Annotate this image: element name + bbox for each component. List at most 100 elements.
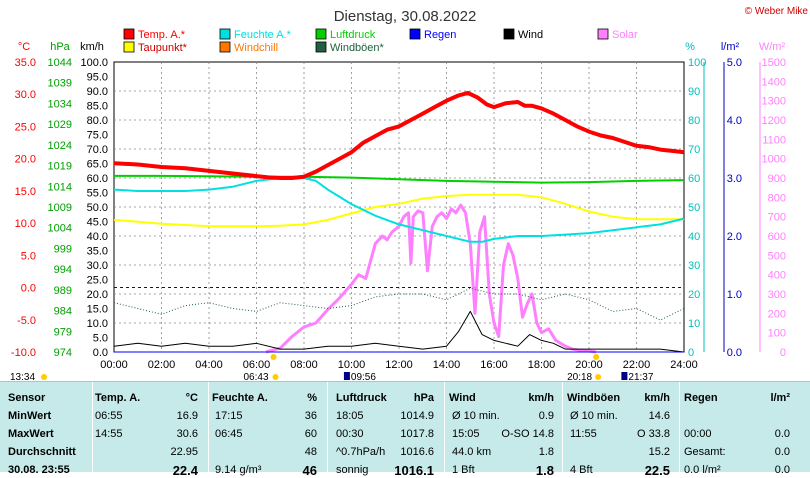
stats-value: 00:30 [336,428,364,440]
temp-tick-label: 30.0 [15,89,36,101]
moonrise-label: 09:56 [351,372,376,381]
stats-value: 14:55 [95,428,123,440]
solar-tick-label: 1300 [762,96,786,108]
chart-title: Dienstag, 30.08.2022 [334,8,477,25]
humidity-tick-label: 20 [688,289,700,301]
humidity-axis-unit: % [685,41,695,53]
solar-tick-label: 0 [780,347,786,359]
series-feuchte-a [113,177,685,243]
solar-tick-label: 1100 [762,134,786,146]
stats-value: 18:05 [336,410,364,422]
legend-label: Luftdruck [330,29,376,41]
stats-row-label: Durchschnitt [8,446,76,458]
legend-label: Taupunkt* [138,42,188,54]
humidity-tick-label: 0 [688,347,694,359]
pressure-tick-label: 1019 [48,161,72,173]
stats-value: 0.0 [774,446,790,458]
wind-tick-label: 75.0 [87,130,108,142]
sun-icon [272,374,279,380]
temp-tick-label: 20.0 [15,154,36,166]
stats-value: 17:15 [215,410,243,422]
series-temp-a [113,90,685,180]
stats-value: 48 [304,446,317,458]
humidity-tick-label: 80 [688,115,700,127]
legend-swatch [597,28,609,40]
stats-header-cell: l/m² [770,392,790,404]
legend-label: Solar [612,29,638,41]
legend-swatch [315,41,327,53]
wind-tick-label: 40.0 [87,231,108,243]
solar-axis-unit: W/m² [759,41,786,53]
wind-tick-label: 100.0 [80,57,108,69]
column-divider [327,382,328,472]
solar-tick-label: 200 [768,308,786,320]
stats-header-cell: km/h [644,392,670,404]
wind-tick-label: 30.0 [87,260,108,272]
solar-tick-label: 400 [768,270,786,282]
temp-axis-unit: °C [18,41,30,53]
sunrise-icon [270,354,277,360]
stats-header-cell: % [307,392,317,404]
rain-tick-label: 4.0 [727,115,742,127]
solar-tick-label: 700 [768,212,786,224]
wind-tick-label: 25.0 [87,275,108,287]
legend-swatch [123,41,135,53]
current-time-label: 13:34 [10,372,35,381]
stats-value: 36 [304,410,317,422]
wind-tick-label: 85.0 [87,101,108,113]
stats-row: Sensor Temp. A. °C Feuchte A.% Luftdruck hPa W… [0,391,810,406]
rain-axis-unit: l/m² [721,41,740,53]
humidity-tick-label: 50 [688,202,700,214]
pressure-tick-label: 1044 [48,57,72,69]
rain-tick-label: 5.0 [727,57,742,69]
legend-label: Regen [424,29,456,41]
legend-label: Temp. A.* [138,29,186,41]
stats-value: 30.6 [176,428,198,440]
humidity-tick-label: 40 [688,231,700,243]
x-tick-label: 12:00 [385,359,413,371]
stats-value: 06:45 [215,428,243,440]
stats-header-cell: Wind [449,392,476,404]
column-divider [208,382,209,472]
stats-row: MaxWert 14:55 30.6 06:45 60 00:30 1017.8 15:05 O… [0,427,810,442]
pressure-tick-label: 1024 [48,140,72,152]
solar-tick-label: 900 [768,173,786,185]
pressure-axis-unit: hPa [50,41,70,53]
stats-header-cell: °C [185,392,198,404]
stats-row-label: MaxWert [8,428,54,440]
legend-swatch [409,28,421,40]
legend-label: Windchill [234,42,278,54]
series-wind [113,310,685,353]
sun-icon [41,374,47,380]
humidity-tick-label: 30 [688,260,700,272]
stats-value: 22.95 [170,446,198,458]
copyright-text: © Weber Mike [745,6,809,17]
stats-value: 0.9 [538,410,554,422]
pressure-tick-label: 1014 [48,181,72,193]
legend-swatch [315,28,327,40]
x-tick-label: 02:00 [148,359,176,371]
wind-tick-label: 10.0 [87,318,108,330]
stats-value: 15:05 [452,428,480,440]
legend-swatch [503,28,515,40]
wind-tick-label: 95.0 [87,72,108,84]
sunrise-label: 06:43 [243,372,268,381]
wind-tick-label: 20.0 [87,289,108,301]
temp-tick-label: 10.0 [15,218,36,230]
series-luftdruck [114,174,685,184]
x-tick-label: 14:00 [433,359,461,371]
stats-header-cell: Regen [684,392,718,404]
solar-tick-label: 100 [768,328,786,340]
wind-tick-label: 55.0 [87,188,108,200]
x-tick-label: 20:00 [575,359,603,371]
solar-tick-label: 1400 [762,76,786,88]
stats-value: 0.0 [774,428,790,440]
pressure-tick-label: 989 [54,285,72,297]
legend-swatch [123,28,135,40]
moonrise-icon [343,372,350,380]
x-tick-label: 10:00 [338,359,366,371]
x-tick-label: 08:00 [290,359,318,371]
temp-tick-label: -5.0 [17,315,36,327]
temp-tick-label: -10.0 [11,347,36,359]
x-tick-label: 00:00 [100,359,128,371]
